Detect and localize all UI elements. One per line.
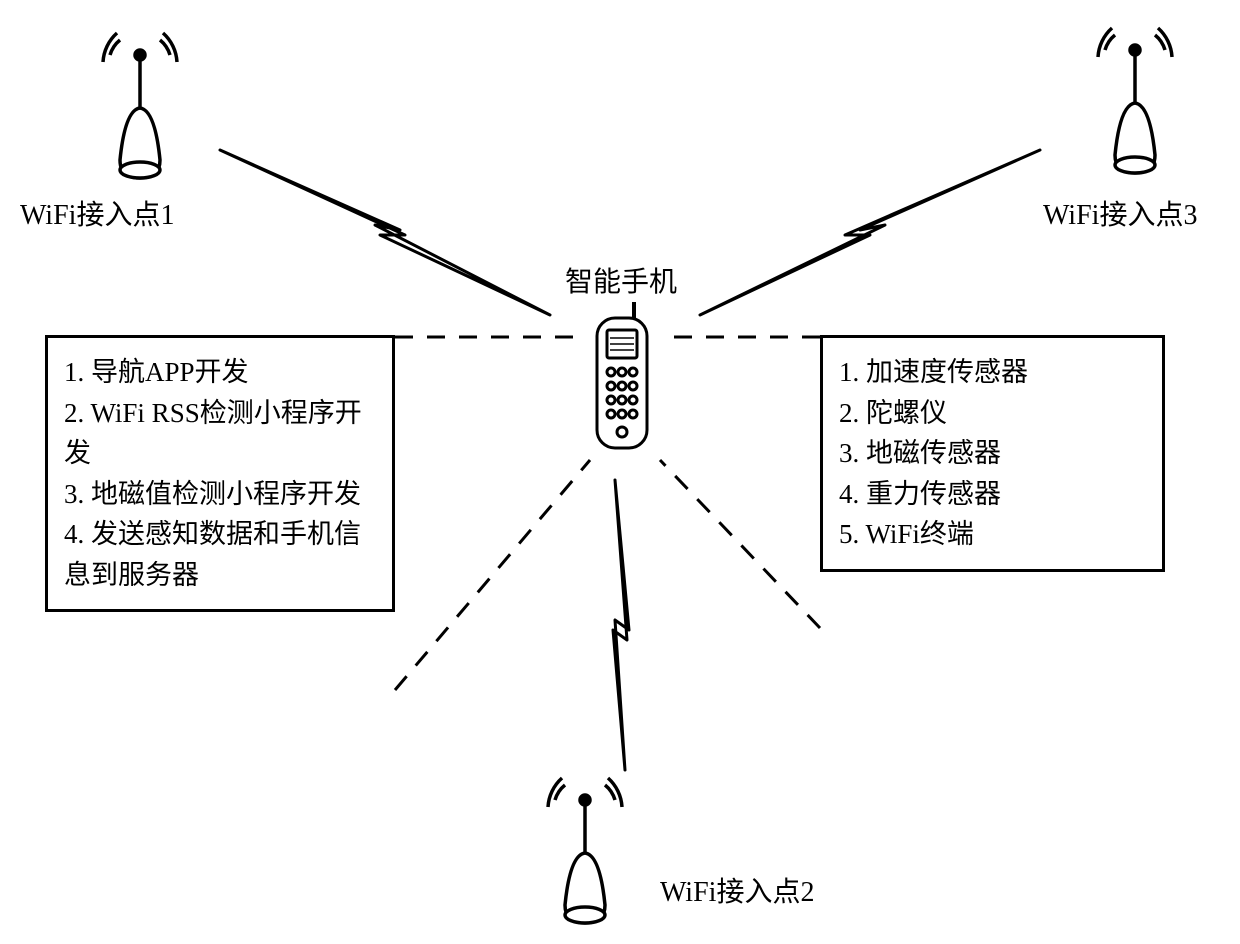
wifi-ap-2 bbox=[530, 775, 640, 940]
phone-icon bbox=[582, 300, 662, 460]
antenna-icon bbox=[530, 775, 640, 935]
left-item-4: 4. 发送感知数据和手机信息到服务器 bbox=[64, 514, 376, 595]
right-box-list: 1. 加速度传感器 2. 陀螺仪 3. 地磁传感器 4. 重力传感器 5. Wi… bbox=[839, 352, 1146, 555]
left-item-2: 2. WiFi RSS检测小程序开发 bbox=[64, 393, 376, 474]
right-item-4: 4. 重力传感器 bbox=[839, 474, 1146, 515]
right-item-3: 3. 地磁传感器 bbox=[839, 433, 1146, 474]
ap1-label: WiFi接入点1 bbox=[20, 193, 174, 233]
right-item-1: 1. 加速度传感器 bbox=[839, 352, 1146, 393]
signal-ap1 bbox=[200, 135, 570, 335]
left-box-list: 1. 导航APP开发 2. WiFi RSS检测小程序开发 3. 地磁值检测小程… bbox=[64, 352, 376, 595]
phone-label: 智能手机 bbox=[565, 260, 677, 300]
right-feature-box: 1. 加速度传感器 2. 陀螺仪 3. 地磁传感器 4. 重力传感器 5. Wi… bbox=[820, 335, 1165, 572]
wifi-ap-3 bbox=[1080, 25, 1190, 190]
right-item-2: 2. 陀螺仪 bbox=[839, 393, 1146, 434]
antenna-icon bbox=[85, 30, 195, 190]
ap3-label: WiFi接入点3 bbox=[1043, 193, 1197, 233]
signal-ap3 bbox=[680, 135, 1060, 335]
left-item-1: 1. 导航APP开发 bbox=[64, 352, 376, 393]
ap2-label: WiFi接入点2 bbox=[660, 870, 814, 910]
right-item-5: 5. WiFi终端 bbox=[839, 514, 1146, 555]
left-item-3: 3. 地磁值检测小程序开发 bbox=[64, 474, 376, 515]
wifi-ap-1 bbox=[85, 30, 195, 195]
antenna-icon bbox=[1080, 25, 1190, 185]
left-feature-box: 1. 导航APP开发 2. WiFi RSS检测小程序开发 3. 地磁值检测小程… bbox=[45, 335, 395, 612]
smartphone bbox=[582, 300, 662, 465]
signal-ap2 bbox=[585, 470, 665, 780]
